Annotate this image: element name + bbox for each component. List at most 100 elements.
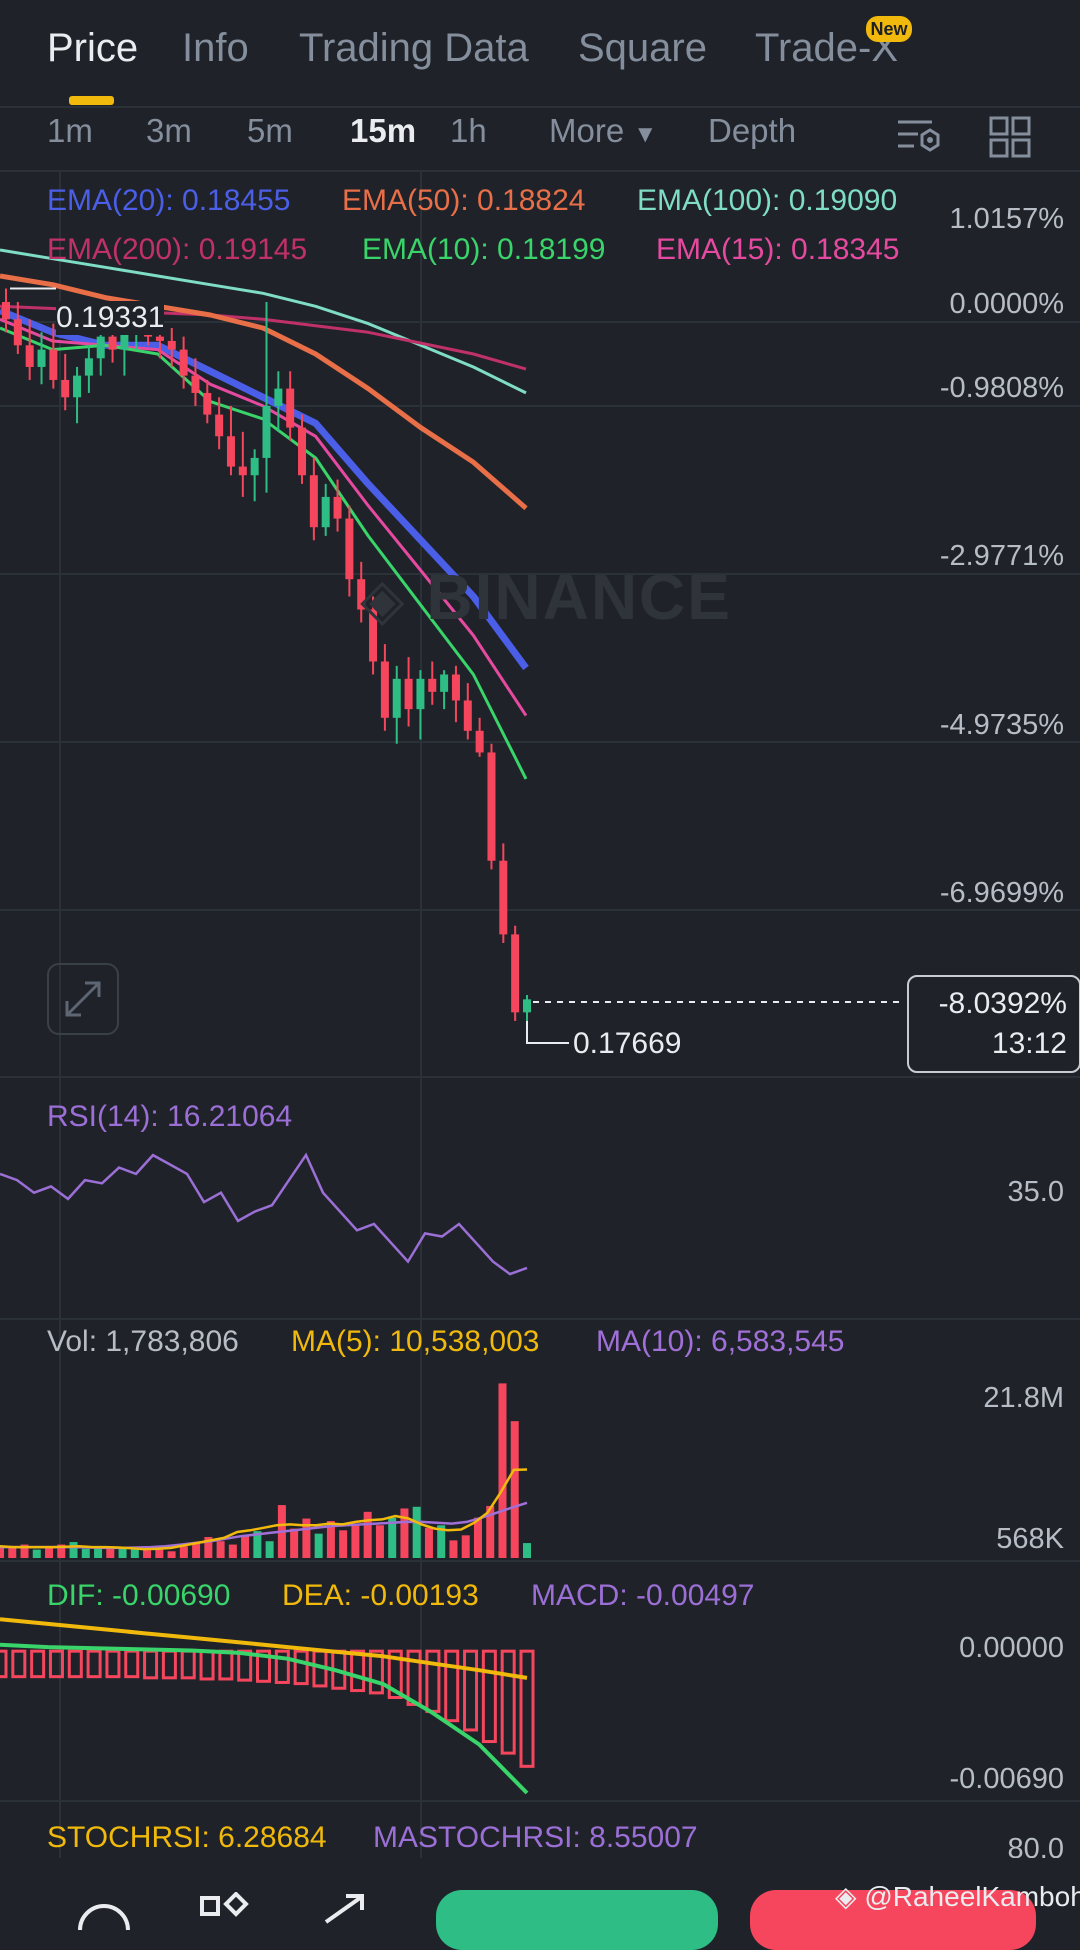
tab-info[interactable]: Info	[182, 26, 249, 70]
rsi-label: RSI(14): 16.21064	[47, 1100, 293, 1133]
candle-body	[179, 349, 188, 376]
pane-separator	[0, 1560, 1080, 1562]
candlestick-chart[interactable]	[0, 172, 1080, 1862]
interval-15m[interactable]: 15m	[350, 112, 417, 149]
more-dropdown[interactable]: More ▼	[549, 112, 657, 150]
volume-bar	[326, 1521, 335, 1558]
candle-body	[440, 674, 449, 692]
fullscreen-button[interactable]	[47, 963, 119, 1035]
volume-bar	[510, 1421, 519, 1558]
share-icon[interactable]	[320, 1892, 370, 1931]
macd-value-label: MACD: -0.00497	[531, 1579, 755, 1612]
candle-body	[463, 700, 472, 731]
candle-body	[428, 678, 437, 692]
ema-line	[0, 248, 527, 395]
volume-ma10-label: MA(10): 6,583,545	[596, 1325, 845, 1358]
interval-bar: 1m 3m 5m 15m 1h More ▼ Depth	[0, 106, 1080, 172]
volume-bar	[388, 1517, 397, 1558]
active-tab-indicator	[69, 96, 114, 105]
volume-bar	[253, 1531, 262, 1558]
indicator-settings-icon[interactable]	[896, 116, 942, 156]
tab-trading-data[interactable]: Trading Data	[299, 26, 529, 70]
macd-dif-line	[0, 1642, 529, 1795]
macd-histogram-bar	[218, 1649, 234, 1681]
scale-label: 1.0157%	[949, 203, 1065, 235]
volume-bar	[437, 1525, 446, 1558]
macd-histogram-bar	[199, 1649, 215, 1681]
candle-body	[333, 496, 342, 519]
candle-body	[155, 336, 164, 341]
ema-line	[0, 273, 528, 511]
macd-histogram-bar	[406, 1649, 422, 1706]
macd-histogram-bar	[86, 1649, 102, 1679]
interval-5m[interactable]: 5m	[247, 112, 293, 149]
candle-body	[84, 358, 93, 376]
candle-body	[215, 414, 224, 437]
volume-bar	[143, 1550, 152, 1558]
interval-1m[interactable]: 1m	[47, 112, 93, 149]
scale-label: -6.9699%	[939, 877, 1064, 909]
macd-histogram-bar	[387, 1649, 403, 1700]
macd-histogram-bar	[105, 1649, 121, 1679]
candle-body	[274, 388, 283, 406]
ema10-label: EMA(10): 0.18199	[362, 233, 606, 266]
macd-histogram-bar	[143, 1649, 159, 1680]
apps-icon[interactable]	[200, 1891, 250, 1931]
volume-bar	[167, 1551, 176, 1558]
buy-button[interactable]	[436, 1890, 718, 1950]
candle-body	[13, 319, 22, 346]
volume-ma5-label: MA(5): 10,538,003	[291, 1325, 540, 1358]
mastochrsi-label: MASTOCHRSI: 8.55007	[373, 1821, 698, 1854]
macd-histogram-bar	[48, 1649, 64, 1679]
candle-body	[61, 379, 70, 398]
stochrsi-label: STOCHRSI: 6.28684	[47, 1821, 327, 1854]
interval-1h[interactable]: 1h	[450, 112, 487, 149]
watermark-handle: @RaheelKamboh	[864, 1881, 1080, 1912]
volume-bar	[118, 1547, 127, 1558]
volume-bar	[241, 1535, 250, 1558]
macd-histogram-bar	[237, 1649, 253, 1682]
macd-histogram-bar	[11, 1649, 27, 1679]
volume-bar	[412, 1506, 421, 1558]
candle-body	[191, 375, 200, 393]
tab-price[interactable]: Price	[47, 26, 139, 70]
candle-body	[262, 405, 271, 458]
current-price-box: -8.0392% 13:12	[907, 975, 1080, 1073]
macd-histogram-bar	[293, 1649, 309, 1686]
macd-dea-line	[0, 1617, 528, 1680]
scale-label: 0.0000%	[949, 288, 1065, 320]
macd-histogram-bar	[425, 1649, 441, 1713]
candle-body	[120, 332, 129, 350]
pane-separator	[0, 1318, 1080, 1320]
candle-countdown: 13:12	[991, 1027, 1067, 1060]
interval-3m[interactable]: 3m	[146, 112, 192, 149]
volume-bar	[8, 1547, 17, 1558]
high-price-label: 0.19331	[56, 301, 165, 335]
volume-bar	[204, 1537, 213, 1558]
scale-label: -0.9808%	[939, 372, 1064, 404]
low-marker-line	[526, 1021, 569, 1044]
depth-tab[interactable]: Depth	[708, 112, 797, 149]
caret-down-icon: ▼	[633, 121, 658, 148]
layout-grid-icon[interactable]	[989, 116, 1031, 158]
candle-body	[309, 475, 318, 528]
low-price-label: 0.17669	[573, 1027, 682, 1060]
volume-bar	[20, 1544, 29, 1558]
macd-histogram-bar	[519, 1649, 535, 1768]
volume-bar	[449, 1540, 458, 1558]
pane-separator	[0, 1800, 1080, 1802]
candle-body	[250, 457, 259, 476]
candle-body	[511, 934, 520, 1013]
volume-bar	[486, 1505, 495, 1558]
more-icon[interactable]	[78, 1892, 130, 1937]
ema-line	[0, 317, 528, 717]
volume-bar	[351, 1523, 360, 1558]
tab-square[interactable]: Square	[578, 26, 707, 70]
candle-body	[238, 466, 247, 476]
candle-body	[49, 349, 58, 380]
candle-body	[2, 301, 10, 320]
ema20-label: EMA(20): 0.18455	[47, 184, 291, 217]
candle-body	[25, 345, 34, 367]
volume-bar	[265, 1541, 274, 1558]
binance-watermark: ◈ BINANCE	[360, 560, 732, 634]
